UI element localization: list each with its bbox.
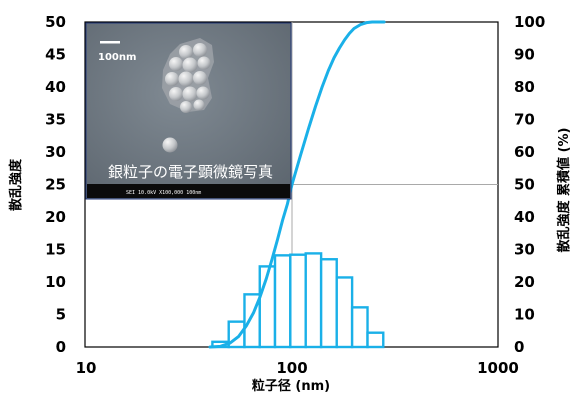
x-tick-label: 100: [276, 359, 307, 377]
right-tick-label: 40: [514, 208, 535, 226]
left-tick-label: 50: [45, 13, 66, 31]
right-tick-label: 50: [514, 176, 535, 194]
x-tick-label: 10: [76, 359, 97, 377]
right-tick-label: 70: [514, 111, 535, 129]
left-tick-label: 45: [45, 46, 66, 64]
histogram-bar: [273, 254, 292, 349]
right-tick-label: 80: [514, 78, 535, 96]
right-tick-label: 60: [514, 143, 535, 161]
histogram-bar: [304, 252, 323, 349]
histogram-bar: [319, 258, 338, 349]
right-axis-label: 散乱強度 累積値 (%): [556, 128, 572, 253]
sem-metadata-text: SEI 10.0kV X100,000 100nm: [126, 190, 201, 196]
left-tick-label: 15: [45, 241, 66, 259]
left-tick-label: 30: [45, 143, 66, 161]
histogram-bar: [335, 276, 354, 349]
scale-bar: [100, 41, 120, 44]
right-axis-ticks: 0 10 20 30 40 50 60 70 80 90 100: [514, 13, 545, 356]
left-tick-label: 40: [45, 78, 66, 96]
right-tick-label: 20: [514, 273, 535, 291]
left-axis-label: 散乱強度: [8, 158, 24, 211]
left-axis-ticks: 0 5 10 15 20 25 30 35 40 45 50: [45, 13, 66, 356]
x-axis-ticks: 10 100 1000: [76, 359, 519, 377]
left-tick-label: 0: [56, 338, 66, 356]
histogram-bar: [366, 331, 385, 349]
single-silver-particle: [162, 137, 178, 153]
histogram-bar: [350, 306, 369, 349]
right-tick-label: 100: [514, 13, 545, 31]
scale-bar-label: 100nm: [98, 52, 136, 63]
right-tick-label: 90: [514, 46, 535, 64]
left-tick-label: 5: [56, 306, 66, 324]
x-axis-label: 粒子径 (nm): [252, 378, 330, 394]
sem-metadata-strip: [87, 184, 290, 198]
histogram-bar: [289, 253, 307, 349]
x-tick-label: 1000: [477, 359, 519, 377]
cumulative-curve: [208, 20, 386, 349]
left-tick-label: 35: [45, 111, 66, 129]
right-tick-label: 0: [514, 338, 524, 356]
inset-caption: 銀粒子の電子顕微鏡写真: [108, 163, 273, 181]
right-tick-label: 30: [514, 241, 535, 259]
left-tick-label: 20: [45, 208, 66, 226]
left-tick-label: 25: [45, 176, 66, 194]
sem-inset-photo: 100nm 銀粒子の電子顕微鏡写真 SEI 10.0kV X100,000 10…: [85, 22, 292, 200]
histogram-bars: [211, 252, 385, 349]
right-tick-label: 10: [514, 306, 535, 324]
left-tick-label: 10: [45, 273, 66, 291]
silver-particle-cluster: [162, 38, 214, 113]
